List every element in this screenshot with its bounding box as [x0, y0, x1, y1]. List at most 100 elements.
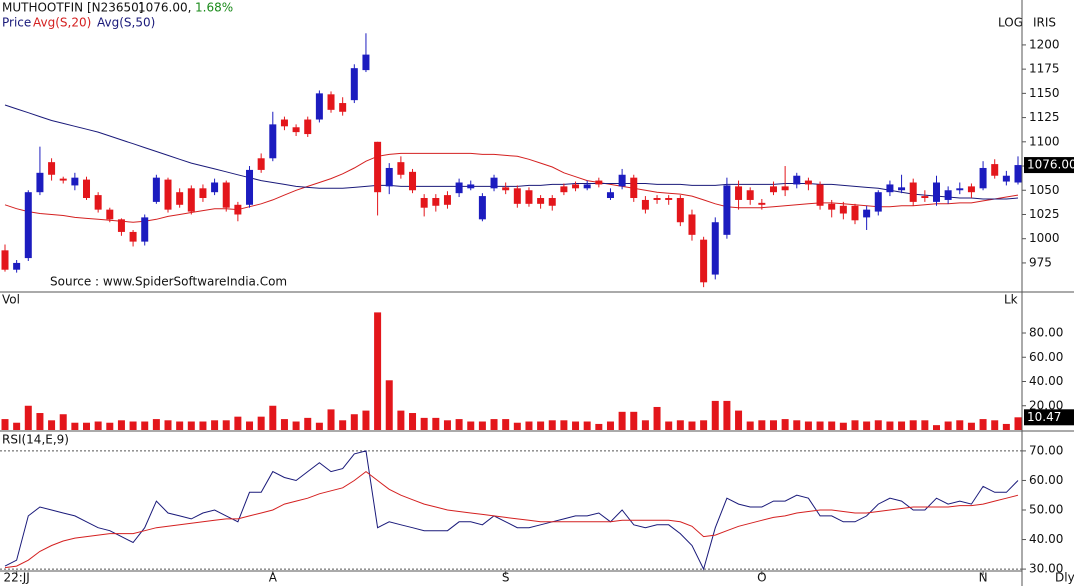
candle-body	[397, 162, 405, 175]
volume-bar	[513, 422, 521, 430]
candle-body	[176, 192, 184, 205]
candle-body	[385, 167, 393, 187]
volume-bar	[572, 421, 580, 430]
candle-body	[898, 187, 906, 191]
candle-body	[537, 198, 545, 204]
moving-average	[4, 152, 1019, 223]
y-tick-label: 40.00	[1029, 374, 1063, 388]
candle-body	[618, 174, 626, 187]
volume-bar	[36, 413, 44, 430]
candle-body	[1002, 175, 1010, 182]
volume-bar	[129, 421, 137, 430]
volume-bar	[1, 419, 9, 430]
volume-bar	[443, 420, 451, 430]
volume-bar	[478, 421, 486, 430]
candle-body	[246, 169, 254, 205]
candle-body	[443, 195, 451, 205]
volume-bar	[688, 421, 696, 430]
volume-bar	[863, 421, 871, 430]
volume-bar	[141, 421, 149, 430]
volume-bar	[187, 421, 195, 430]
candle-body	[828, 203, 836, 210]
candle-body	[350, 68, 358, 101]
candle-body	[304, 119, 312, 135]
volume-bar	[292, 421, 300, 430]
candle-body	[793, 175, 801, 185]
volume-bar	[1002, 423, 1010, 430]
y-tick-label: 80.00	[1029, 326, 1063, 340]
candle-body	[921, 196, 929, 199]
candle-body	[735, 186, 743, 200]
volume-bar	[269, 405, 277, 430]
volume-bar	[455, 419, 463, 430]
y-tick-label: 30.00	[1029, 562, 1063, 576]
volume-bar	[746, 421, 754, 430]
y-tick-label: 1000	[1029, 231, 1060, 245]
volume-bar	[432, 417, 440, 430]
volume-bar	[24, 405, 32, 430]
volume-title: Vol	[2, 293, 20, 307]
candle-body	[804, 180, 812, 185]
candle-body	[222, 182, 230, 208]
moving-average	[4, 104, 1019, 200]
volume-bar	[548, 420, 556, 430]
volume-bar	[793, 420, 801, 430]
candle-body	[886, 184, 894, 193]
candle-body	[653, 198, 661, 200]
y-tick-label: 70.00	[1029, 443, 1063, 457]
price-label: Price	[2, 16, 31, 30]
volume-bar	[490, 419, 498, 430]
volume-bar	[851, 420, 859, 430]
y-tick-label: 1100	[1029, 134, 1060, 148]
candle-body	[979, 167, 987, 189]
y-tick-label: 975	[1029, 255, 1052, 269]
candle-body	[199, 188, 207, 199]
candle-body	[606, 192, 614, 199]
volume-bar	[711, 400, 719, 430]
y-tick-label: 20.00	[1029, 398, 1063, 412]
volume-bar	[967, 422, 975, 430]
volume-bar	[315, 422, 323, 430]
volume-bar	[700, 420, 708, 430]
y-tick-label: 1025	[1029, 207, 1060, 221]
volume-bar	[420, 417, 428, 430]
candle-body	[700, 239, 708, 283]
candle-body	[327, 94, 335, 110]
candle-body	[48, 162, 56, 175]
candle-body	[339, 103, 347, 112]
source: Source : www.SpiderSoftwareIndia.Com	[50, 275, 287, 289]
volume-bar	[467, 421, 475, 430]
volume-bar	[898, 421, 906, 430]
volume-bar	[152, 419, 160, 430]
candle-body	[851, 205, 859, 221]
volume-bar	[641, 420, 649, 430]
candle-body	[292, 127, 300, 133]
rsi-title: RSI(14,E,9)	[2, 433, 69, 447]
volume-bar	[71, 422, 79, 430]
volume-bar	[630, 411, 638, 430]
candle-body	[478, 196, 486, 220]
candle-body	[560, 186, 568, 193]
y-tick-label: 40.00	[1029, 532, 1063, 546]
candle-body	[490, 177, 498, 189]
volume-bar	[48, 420, 56, 430]
volume-bar	[397, 410, 405, 430]
candle-body	[874, 192, 882, 212]
candle-body	[1, 250, 9, 270]
volume-bar	[280, 419, 288, 430]
volume-bar	[758, 420, 766, 430]
candle-body	[688, 214, 696, 235]
candle-body	[467, 184, 475, 189]
volume-bar	[618, 411, 626, 430]
y-tick-label: 1125	[1029, 110, 1060, 124]
candle-body	[863, 209, 871, 218]
candle-body	[257, 158, 265, 170]
volume-tag-box	[1024, 409, 1074, 426]
volume-bar	[502, 419, 510, 430]
volume-bar	[339, 420, 347, 430]
volume-bar	[921, 420, 929, 430]
volume-bar	[362, 410, 370, 430]
volume-bar	[944, 421, 952, 430]
volume-bar	[246, 421, 254, 430]
x-tick-label: S	[502, 571, 510, 585]
